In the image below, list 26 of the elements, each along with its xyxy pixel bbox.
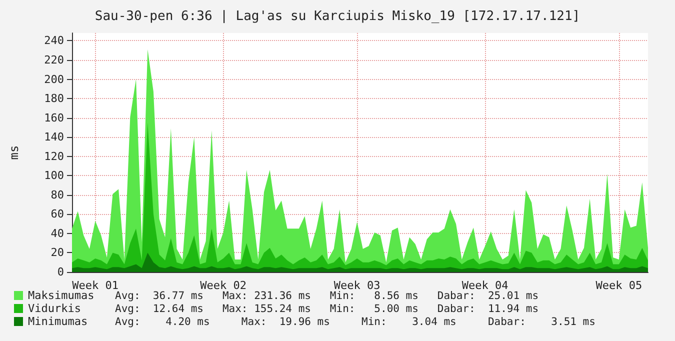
y-tick-label: 100 (44, 169, 64, 182)
legend-label: Vidurkis (28, 302, 81, 315)
y-tick-label: 40 (50, 226, 64, 240)
y-tick-label: 0 (57, 266, 64, 278)
y-tick-label: 20 (50, 246, 64, 260)
y-tick-label: 220 (44, 53, 64, 66)
x-tick-label: Week 02 (200, 279, 246, 292)
y-tick-label: 180 (44, 92, 64, 106)
y-tick-label: 160 (44, 111, 64, 124)
text: Avg: 4.20 ms Max: 19.96 ms Min: 3.04 ms Dabar: 3.51 ms (115, 316, 596, 329)
x-tick-label: Week 01 (72, 279, 118, 292)
y-tick-label: 200 (44, 72, 64, 86)
y-tick-label: 80 (50, 188, 64, 202)
x-tick-label: Week 04 (462, 279, 509, 292)
y-tick-label: 120 (44, 150, 64, 163)
chart-title: Sau-30-pen 6:36 | Lag'as su Karciupis Misko_19 [172.17.17.121] (94, 9, 580, 24)
x-tick-label: Week 03 (334, 279, 380, 292)
x-tick-label: Week 05 (596, 279, 642, 292)
text: Avg: 36.77 ms Max: 231.36 ms Min: 8.56 ms Dabar: 25.01 ms (115, 290, 540, 303)
y-tick-label: 140 (44, 130, 64, 144)
y-axis-title: ms (7, 145, 21, 160)
text: Avg: 12.64 ms Max: 155.24 ms Min: 5.00 ms Dabar: 11.94 ms (115, 303, 540, 316)
y-tick-label: 240 (44, 34, 64, 48)
legend-label: Maksimumas (28, 289, 94, 302)
legend-label: Minimumas (28, 315, 88, 328)
y-tick-label: 60 (50, 208, 64, 221)
